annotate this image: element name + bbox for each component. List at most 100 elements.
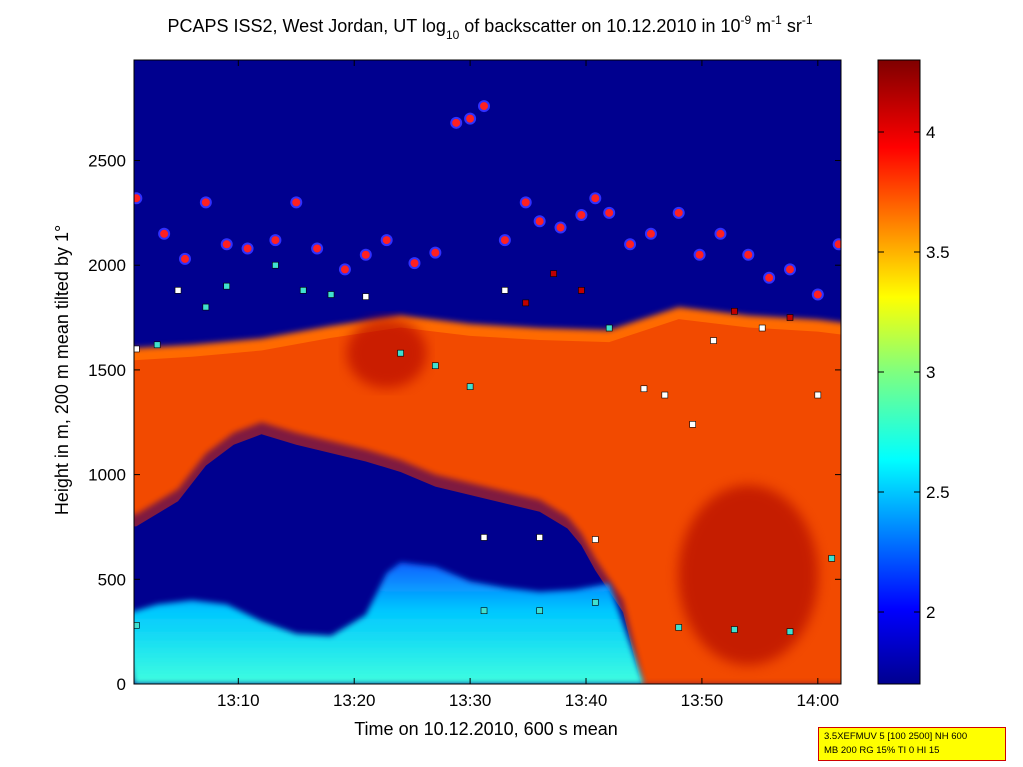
layer-marker xyxy=(397,349,404,357)
x-tick-label: 13:40 xyxy=(565,691,608,710)
cloud-hit-marker xyxy=(158,227,171,240)
cloud-hit-marker xyxy=(134,192,143,205)
cloud-hit-marker xyxy=(498,234,511,247)
layer-marker xyxy=(675,624,683,631)
x-tick-label: 14:00 xyxy=(797,691,840,710)
layer-marker xyxy=(272,261,279,269)
title-exp1: -9 xyxy=(741,13,752,27)
layer-marker xyxy=(432,362,439,370)
title-unit1: m xyxy=(751,16,771,36)
y-tick-label: 1500 xyxy=(88,361,126,380)
y-tick-label: 2500 xyxy=(88,152,126,171)
layer-marker xyxy=(480,534,488,541)
markers xyxy=(134,100,1004,635)
cloud-hit-marker xyxy=(832,238,841,251)
info-box: 3.5XEFMUV 5 [100 2500] NH 600 MB 200 RG … xyxy=(818,727,1006,761)
cloud-hit-marker xyxy=(603,206,616,219)
plot-area xyxy=(134,60,1004,684)
layer-marker xyxy=(605,324,613,332)
aerosol-core xyxy=(134,319,841,684)
layer-marker xyxy=(828,555,836,562)
surface-layer xyxy=(134,562,644,684)
x-tick-label: 13:10 xyxy=(217,691,260,710)
cloud-hit-marker xyxy=(855,248,865,258)
colorbar-ticks: 2 2.5 3 3.5 4 xyxy=(878,123,950,622)
cloud-hit-marker xyxy=(672,206,685,219)
x-tick-label: 13:50 xyxy=(681,691,724,710)
layer-marker xyxy=(480,607,488,615)
aerosol-peak xyxy=(678,485,819,666)
cloud-hit-marker xyxy=(811,288,824,301)
colorbar-tick-label: 2 xyxy=(926,603,935,622)
x-axis-label: Time on 10.12.2010, 600 s mean xyxy=(354,719,618,739)
cloud-hit-marker xyxy=(199,196,212,209)
cloud-hit-marker xyxy=(359,248,372,261)
y-axis-label: Height in m, 200 m mean tilted by 1° xyxy=(52,225,72,515)
colorbar-tick-label: 3.5 xyxy=(926,243,950,262)
layer-marker xyxy=(501,287,509,294)
cloud-hit-marker xyxy=(994,260,1004,270)
cloud-hit-marker xyxy=(714,227,727,240)
aerosol-peak xyxy=(346,318,427,389)
layer-marker xyxy=(710,337,717,344)
cloud-hit-marker xyxy=(519,196,532,209)
cloud-hit-marker xyxy=(464,112,477,125)
layer-marker xyxy=(731,626,738,633)
cloud-hit-marker xyxy=(241,242,254,255)
layer-marker xyxy=(174,287,182,294)
cloud-hit-marker xyxy=(533,215,546,228)
cloud-hit-marker xyxy=(450,116,463,129)
title-exp2: -1 xyxy=(771,13,782,27)
cloud-hit-marker xyxy=(290,196,303,209)
layer-marker xyxy=(640,385,648,393)
cloud-hit-marker xyxy=(973,281,983,291)
cloud-hit-marker xyxy=(624,238,637,251)
y-tick-label: 2000 xyxy=(88,256,126,275)
cloud-hit-marker xyxy=(924,277,934,287)
layer-marker xyxy=(786,314,794,321)
layer-marker xyxy=(522,299,530,307)
layer-marker xyxy=(661,391,669,399)
layer-marker xyxy=(689,421,696,428)
layer-marker xyxy=(731,307,738,315)
y-axis: 0 500 1000 1500 2000 2500 xyxy=(88,152,841,694)
colorbar-tick-label: 4 xyxy=(926,123,935,142)
layer-marker xyxy=(591,599,599,606)
layer-marker xyxy=(536,607,543,615)
layer-marker xyxy=(134,345,140,353)
cloud-hit-marker xyxy=(408,257,421,270)
title-log-sub: 10 xyxy=(446,28,460,42)
cloud-hit-marker xyxy=(589,192,602,205)
cloud-hit-marker xyxy=(693,248,706,261)
layer-marker xyxy=(843,398,849,404)
cloud-hit-marker xyxy=(220,238,233,251)
layer-marker xyxy=(591,536,599,543)
cloud-hit-marker xyxy=(575,208,588,221)
colorbar xyxy=(877,59,921,685)
title-exp3: -1 xyxy=(802,13,813,27)
layer-marker xyxy=(870,551,876,557)
cloud-hit-marker xyxy=(784,263,797,276)
cloud-hit-marker xyxy=(380,234,393,247)
x-tick-label: 13:20 xyxy=(333,691,376,710)
y-tick-label: 500 xyxy=(98,570,126,589)
layer-marker xyxy=(786,628,794,635)
cloud-hit-marker xyxy=(742,248,755,261)
cloud-hit-marker xyxy=(478,100,491,113)
layer-marker xyxy=(536,534,543,541)
layer-marker xyxy=(134,622,140,629)
x-axis: 13:10 13:20 13:30 13:40 13:50 14:00 xyxy=(217,60,839,710)
layer-marker xyxy=(578,287,585,294)
cloud-hit-marker xyxy=(952,302,962,312)
colorbar-tick-label: 3 xyxy=(926,363,935,382)
title-unit2: sr xyxy=(782,16,802,36)
cloud-hit-marker xyxy=(429,246,442,259)
y-tick-label: 1000 xyxy=(88,466,126,485)
plot-frame xyxy=(133,59,842,685)
layer-marker xyxy=(758,324,766,332)
layer-marker xyxy=(814,391,822,399)
layer-marker xyxy=(299,287,307,294)
layer-marker xyxy=(202,303,210,311)
layer-marker xyxy=(362,293,370,300)
